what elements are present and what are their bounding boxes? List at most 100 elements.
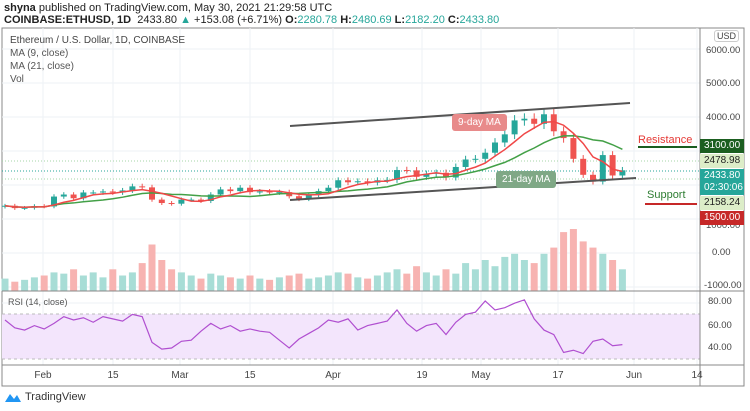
volume-bar	[70, 269, 78, 291]
ma21-callout[interactable]: 21-day MA	[496, 171, 557, 188]
volume-bar	[11, 281, 19, 291]
low-label: L:	[394, 14, 406, 26]
candle	[237, 187, 244, 192]
candle	[394, 170, 400, 180]
candle	[325, 187, 332, 192]
candle	[550, 114, 557, 132]
legend-ma9[interactable]: MA (9, close)	[10, 48, 69, 59]
volume-bar	[128, 272, 136, 291]
volume-bar	[481, 260, 489, 291]
legend-vol[interactable]: Vol	[10, 74, 24, 85]
candle	[178, 199, 185, 204]
volume-bar	[334, 272, 342, 291]
candle	[570, 138, 577, 159]
volume-bar	[324, 275, 332, 291]
volume-bar	[119, 275, 127, 291]
candle	[511, 120, 518, 135]
candle	[335, 180, 342, 188]
support-price-label: 1500.00	[700, 211, 744, 225]
candle	[168, 203, 175, 205]
volume-bar	[79, 275, 87, 291]
volume-bar	[618, 269, 626, 291]
time-tick: Apr	[325, 370, 341, 381]
candle	[70, 194, 77, 199]
volume-bar	[285, 275, 293, 291]
open-label: O:	[285, 14, 298, 26]
candle	[364, 181, 371, 183]
volume-bar	[266, 279, 274, 291]
rsi-tick: 80.00	[708, 296, 732, 307]
volume-bar	[295, 273, 303, 291]
lower-trendline[interactable]	[289, 177, 637, 201]
time-tick: 15	[244, 370, 256, 381]
candle	[452, 166, 459, 178]
candle	[599, 155, 606, 182]
volume-bar	[579, 241, 587, 291]
candle	[462, 159, 469, 167]
price-tick: 1000.00	[706, 220, 741, 231]
volume-bar	[40, 275, 48, 291]
candle	[482, 152, 489, 159]
candle	[276, 192, 283, 194]
volume-bar	[315, 277, 323, 291]
candle	[501, 134, 508, 143]
volume-bar	[383, 272, 391, 291]
support-text[interactable]: Support	[647, 189, 686, 201]
volume-bar	[589, 247, 597, 291]
last-price: 2433.80	[137, 14, 178, 26]
last-price-label: 2433.80 02:30:06	[700, 169, 744, 195]
ma21-line	[4, 135, 623, 208]
candle	[423, 173, 430, 177]
volume-bar	[432, 275, 440, 291]
volume-bar	[30, 277, 38, 291]
volume-bar	[226, 277, 234, 291]
price-tick: 6000.00	[706, 45, 741, 56]
rsi-tick: 40.00	[708, 342, 732, 353]
legend-ma21[interactable]: MA (21, close)	[10, 61, 74, 72]
volume-bars	[1, 229, 626, 291]
volume-bar	[540, 253, 548, 291]
time-tick: 19	[416, 370, 428, 381]
candle	[296, 196, 302, 199]
time-tick: Jun	[625, 370, 643, 381]
candle	[345, 180, 351, 183]
rsi-tick: 60.00	[708, 320, 732, 331]
candles	[2, 108, 626, 210]
time-tick: Mar	[171, 370, 189, 381]
candle	[413, 170, 420, 177]
resistance-price-label: 3100.00	[700, 139, 744, 153]
candle	[443, 172, 449, 178]
volume-bar	[609, 260, 617, 291]
time-tick: 17	[552, 370, 564, 381]
volume-bar	[148, 244, 156, 291]
symbol-line: COINBASE:ETHUSD, 1D 2433.80 ▲ +153.08 (+…	[4, 14, 499, 26]
candle	[129, 186, 136, 191]
rsi-legend[interactable]: RSI (14, close)	[8, 297, 68, 307]
volume-bar	[246, 275, 254, 291]
candle	[207, 194, 214, 201]
tradingview-logo[interactable]: TradingView	[4, 391, 86, 403]
volume-bar	[168, 269, 176, 291]
candle	[256, 191, 263, 193]
high-label: H:	[340, 14, 352, 26]
candle	[541, 114, 547, 124]
currency-label[interactable]: USD	[714, 30, 740, 42]
volume-bar	[354, 277, 362, 291]
last-price-value: 2433.80	[704, 170, 741, 181]
ma9-callout[interactable]: 9-day MA	[452, 114, 507, 131]
volume-bar	[364, 278, 372, 291]
candle	[51, 196, 57, 207]
candle	[580, 158, 587, 175]
publisher: shyna	[4, 2, 36, 14]
change: +153.08 (+6.71%)	[194, 14, 283, 26]
candle	[305, 194, 312, 199]
candle	[609, 155, 616, 176]
price-tick: 4000.00	[706, 112, 741, 123]
candle	[109, 191, 116, 193]
resistance-text[interactable]: Resistance	[638, 134, 693, 146]
volume-bar	[275, 277, 283, 291]
candle	[100, 191, 106, 193]
volume-bar	[109, 269, 117, 291]
volume-bar	[344, 273, 352, 291]
